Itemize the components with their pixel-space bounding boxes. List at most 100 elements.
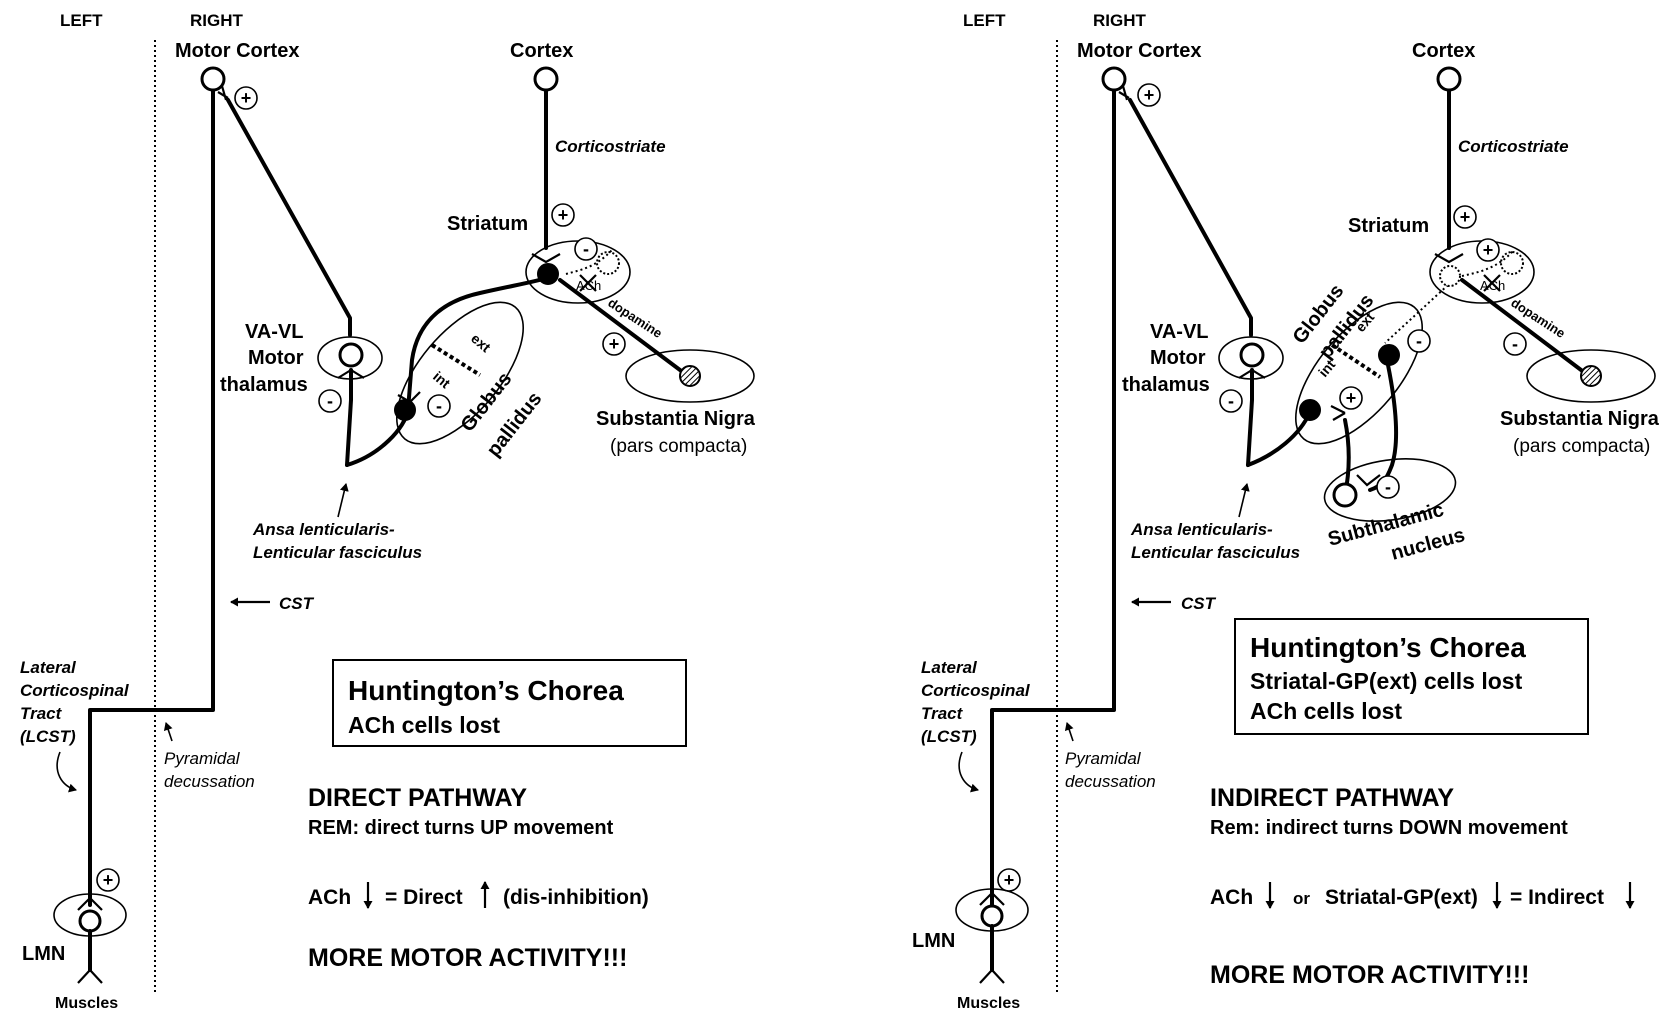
striatum-label: Striatum <box>1348 215 1429 237</box>
motor-cortex-synapse <box>1118 85 1130 101</box>
corticospinal-tract <box>88 89 215 907</box>
right-side-label: RIGHT <box>1093 11 1147 30</box>
pars-compacta-label: (pars compacta) <box>610 436 747 457</box>
svg-text:+: + <box>103 870 114 890</box>
lcst-label-1: Lateral <box>921 658 978 677</box>
thalamus-label: thalamus <box>1122 374 1210 396</box>
ansa-arrow <box>337 483 349 518</box>
thalamus-label: thalamus <box>220 374 308 396</box>
muscles-label: Muscles <box>55 995 118 1012</box>
svg-text:-: - <box>583 239 589 259</box>
striatum-synapse <box>531 253 561 264</box>
lcst-label-3: Tract <box>921 704 964 723</box>
more-motor-activity: MORE MOTOR ACTIVITY!!! <box>1210 961 1529 989</box>
svg-text:-: - <box>1512 334 1518 354</box>
subthalamic-neuron <box>1332 482 1358 508</box>
svg-text:-: - <box>436 396 442 416</box>
pars-compacta-label: (pars compacta) <box>1513 436 1650 457</box>
cortex-label: Cortex <box>1412 40 1475 62</box>
direct-pathway-panel: LEFT RIGHT Motor Cortex Cortex + Cortico… <box>20 11 756 1012</box>
pyramidal-arrow <box>1064 722 1074 742</box>
svg-text:+: + <box>558 205 569 225</box>
lcst-arrow <box>56 751 77 793</box>
thalamic-neuron <box>1239 342 1265 368</box>
ansa-label-1: Ansa lenticularis- <box>252 520 395 539</box>
gp-minus-sign: - <box>427 394 451 418</box>
gp-ext-minus-sign: - <box>1407 329 1431 353</box>
svg-text:+: + <box>1346 388 1357 408</box>
box-title: Huntington’s Chorea <box>1250 632 1526 663</box>
substantia-nigra-label: Substantia Nigra <box>596 408 756 430</box>
ansa-arrow <box>1238 483 1250 518</box>
ansa-lenticularis-fiber <box>1246 410 1312 467</box>
subthalamic-minus-sign: - <box>1376 475 1400 499</box>
corticostriate-label: Corticostriate <box>555 137 666 156</box>
motor-cortex-plus-sign: + <box>1137 83 1161 107</box>
gp-int-label: int <box>430 368 454 391</box>
gp-int-neuron <box>394 399 416 421</box>
motor-cortex-neuron <box>200 66 226 92</box>
left-side-label: LEFT <box>60 11 103 30</box>
cortex-neuron <box>1436 66 1462 92</box>
box-line1: Striatal-GP(ext) cells lost <box>1250 668 1523 694</box>
muscle-ending <box>77 968 103 984</box>
lcst-label-3: Tract <box>20 704 63 723</box>
ansa-label-2: Lenticular fasciculus <box>1131 543 1300 562</box>
lcst-label-4: (LCST) <box>921 727 977 746</box>
lmn-label: LMN <box>22 943 65 965</box>
box-title: Huntington’s Chorea <box>348 675 624 706</box>
eq-ach: ACh <box>1210 886 1253 909</box>
pyramidal-arrow <box>163 722 173 742</box>
gpext-to-stn-fiber <box>1368 363 1399 492</box>
right-side-label: RIGHT <box>190 11 244 30</box>
pathway-title: INDIRECT PATHWAY <box>1210 784 1454 812</box>
motor-label: Motor <box>1150 347 1206 369</box>
thalamic-input-fiber <box>1246 368 1254 467</box>
striatum-synapse <box>1434 253 1464 264</box>
gp-int-plus-sign: + <box>1339 386 1363 410</box>
lcst-label-2: Corticospinal <box>20 681 130 700</box>
globus-pallidus-ellipse <box>395 301 525 445</box>
cortex-neuron <box>533 66 559 92</box>
nigrostriatal-fiber <box>558 278 690 378</box>
eq-indirect: = Indirect <box>1510 886 1604 909</box>
vavl-label: VA-VL <box>1150 321 1209 343</box>
lost-striatal-gp-neuron <box>1439 265 1461 287</box>
thalamic-input-fiber <box>345 368 353 467</box>
striatum-label: Striatum <box>447 213 528 235</box>
striatum-plus-sign: + <box>1453 205 1477 229</box>
lost-striatal-gp-fiber <box>1384 284 1449 344</box>
gp-int-synapse <box>1330 405 1346 421</box>
subthalamic-ellipse <box>1323 458 1457 522</box>
pyramidal-label-1: Pyramidal <box>1065 749 1142 768</box>
motor-label: Motor <box>248 347 304 369</box>
eq-disinhibition: (dis-inhibition) <box>503 886 649 909</box>
pyramidal-label-2: decussation <box>1065 772 1156 791</box>
cortex-label: Cortex <box>510 40 573 62</box>
striatum-plus-sign: + <box>551 203 575 227</box>
pyramidal-label-1: Pyramidal <box>164 749 241 768</box>
lmn-plus-sign: + <box>997 868 1021 892</box>
substantia-nigra-label: Substantia Nigra <box>1500 408 1660 430</box>
svg-text:+: + <box>1144 85 1155 105</box>
thalamus-ellipse <box>317 336 383 380</box>
gp-ext-neuron <box>1378 344 1400 366</box>
svg-text:+: + <box>241 88 252 108</box>
lmn-label: LMN <box>912 930 955 952</box>
lcst-label-4: (LCST) <box>20 727 76 746</box>
corticospinal-tract <box>990 89 1116 907</box>
cst-label: CST <box>1181 594 1217 613</box>
motor-cortex-synapse <box>217 85 229 101</box>
eq-striatal-gp: Striatal-GP(ext) <box>1325 886 1478 909</box>
motor-cortex-label: Motor Cortex <box>175 40 299 62</box>
striatum-minus-sign: - <box>574 237 598 261</box>
huntington-box <box>1234 618 1589 735</box>
ach-lost-mark <box>1483 274 1501 292</box>
muscles-label: Muscles <box>957 995 1020 1012</box>
motor-cortex-plus-sign: + <box>234 86 258 110</box>
svg-text:+: + <box>609 334 620 354</box>
ansa-label-2: Lenticular fasciculus <box>253 543 422 562</box>
thalamus-minus-sign: - <box>1219 389 1243 413</box>
box-line2: ACh cells lost <box>1250 698 1402 724</box>
striatum-inner-plus-sign: + <box>1476 238 1500 262</box>
